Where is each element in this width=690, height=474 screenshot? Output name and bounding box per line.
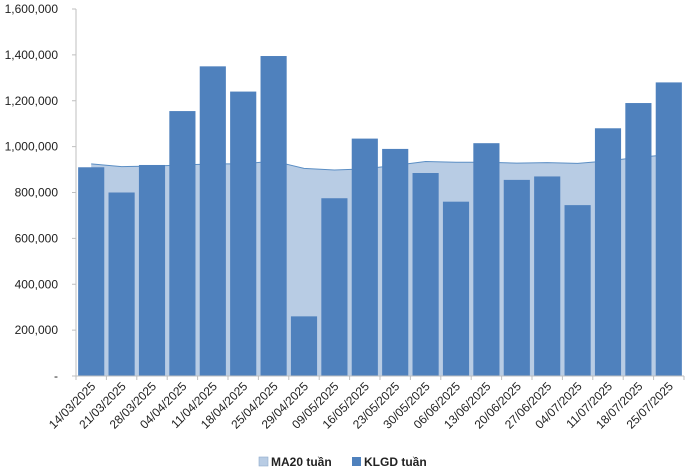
klgd-bar [594,128,622,376]
legend: MA20 tuần KLGD tuần [258,455,427,469]
y-axis: - 200,000 400,000 600,000 800,000 1,000,000 1,… [5,2,77,383]
klgd-bar [321,198,348,376]
klgd-bar-series [78,56,682,377]
legend-swatch-klgd [352,457,361,466]
legend-label-klgd: KLGD tuần [364,455,427,469]
y-tick-label: 800,000 [15,186,59,200]
y-tick-label: 1,600,000 [5,2,59,16]
y-tick-label: - [54,369,58,383]
klgd-bar [442,201,470,376]
klgd-bar [534,176,561,376]
klgd-bar [503,179,530,376]
klgd-bar [169,111,196,377]
klgd-bar [138,164,166,376]
klgd-bar [260,56,287,376]
klgd-bar [199,66,226,376]
y-tick-label: 200,000 [15,323,59,337]
klgd-bar [473,143,500,376]
klgd-bar [382,148,409,376]
legend-swatch-ma20 [258,456,269,467]
y-tick-label: 1,200,000 [5,94,59,108]
klgd-bar [78,167,105,376]
klgd-bar [351,138,378,376]
y-tick-label: 1,000,000 [5,140,59,154]
klgd-bar [108,192,135,376]
y-tick-label: 400,000 [15,277,59,291]
klgd-bar [290,316,318,376]
klgd-bar [412,173,439,376]
klgd-bar [564,205,591,376]
klgd-bar [655,82,682,377]
klgd-bar [230,91,257,376]
y-tick-label: 1,400,000 [5,48,59,62]
x-axis: 14/03/202521/03/202528/03/202504/04/2025… [46,375,685,432]
legend-label-ma20: MA20 tuần [271,455,332,469]
klgd-bar [625,103,652,376]
y-tick-label: 600,000 [15,231,59,245]
